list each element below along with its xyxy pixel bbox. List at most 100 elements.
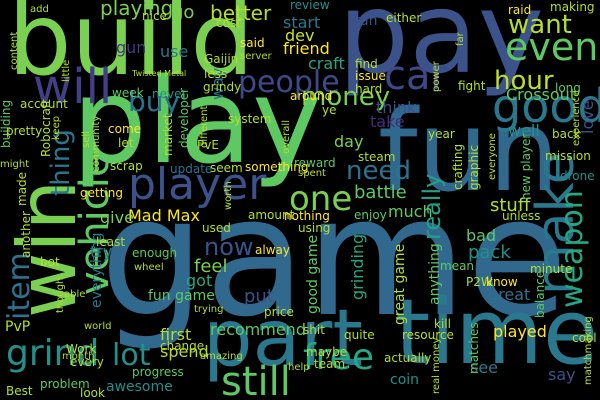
word-able: able <box>64 289 86 300</box>
word-crossout: Crossout <box>506 85 577 104</box>
word-stuff: stuff <box>490 195 531 216</box>
word-good: good <box>492 79 600 133</box>
word-people: people <box>238 65 340 100</box>
word-great: great <box>488 285 531 304</box>
word-might: might <box>0 159 30 170</box>
word-cool: cool <box>572 331 597 345</box>
word-best: Best <box>6 384 33 398</box>
word-quite: quite <box>344 328 375 342</box>
word-day: day <box>334 132 364 151</box>
word-even: even <box>505 25 599 69</box>
word-spent: spent <box>298 168 326 179</box>
word-playing: playing <box>100 0 174 20</box>
word-find: find <box>355 57 378 71</box>
word-item: item <box>2 252 37 320</box>
word-trying: trying <box>194 304 224 315</box>
word-hard: hard <box>355 82 383 96</box>
word-buy: buy <box>128 85 181 118</box>
word-battle: battle <box>354 182 407 203</box>
word-friend: friend <box>283 39 330 58</box>
word-market: market <box>161 113 175 156</box>
word-try: try <box>90 242 113 261</box>
word-review: review <box>290 0 330 12</box>
word-back: back <box>552 127 581 141</box>
word-problem: problem <box>40 377 90 391</box>
word-need: need <box>346 156 411 186</box>
word-cost: cost <box>216 16 241 30</box>
word-better: better <box>210 1 272 25</box>
word-player: player <box>128 159 267 210</box>
word-anything: anything <box>427 243 443 305</box>
word-community: community <box>91 115 102 172</box>
word-good-game: good game <box>305 234 321 314</box>
word-everyone: everyone <box>487 133 498 180</box>
word-enjoy: enjoy <box>354 208 387 222</box>
word-maybe: maybe <box>306 345 348 359</box>
word-pack: pack <box>468 242 511 263</box>
word-change: change <box>160 339 205 353</box>
word-never: never <box>152 87 187 101</box>
word-weapon: weapon <box>555 190 590 308</box>
word-got: got <box>186 271 213 290</box>
word-making: making <box>550 0 595 14</box>
word-game: game <box>100 161 569 353</box>
word-ye: ye <box>322 103 337 117</box>
word-unless: unless <box>502 209 541 223</box>
word-week: week <box>112 86 144 100</box>
word-put: put <box>244 286 274 307</box>
word-recommend: recommend <box>210 320 306 339</box>
word-mad-max: Mad Max <box>128 206 200 225</box>
word-help: help <box>288 362 310 373</box>
word-want: want <box>508 10 572 40</box>
word-seem: seem <box>210 161 243 175</box>
word-team: team <box>314 357 346 371</box>
word-balance: balance <box>533 270 547 318</box>
word-issue: issue <box>355 69 386 83</box>
word-long: long <box>555 81 581 95</box>
word-year: year <box>428 127 455 141</box>
word-let: let <box>118 136 134 150</box>
word-developer: developer <box>177 87 191 148</box>
word-though: though <box>55 277 66 313</box>
word-part: part <box>203 294 363 384</box>
word-go: go <box>172 2 195 23</box>
word-crafting: crafting <box>451 143 465 190</box>
word-coin: coin <box>390 372 420 388</box>
word-well: well <box>508 121 540 140</box>
word-pvp: PvP <box>5 319 31 335</box>
word-twisted-metal: Twisted Metal <box>132 69 187 78</box>
word-overall: overall <box>281 120 292 154</box>
word-fight: fight <box>458 79 486 93</box>
word-far: far <box>455 32 466 46</box>
word-grind: grind <box>6 333 100 374</box>
word-time: time <box>395 280 599 385</box>
word-less: less <box>204 67 228 81</box>
word-fun-game: fun game <box>148 288 215 304</box>
word-hour: hour <box>494 66 554 96</box>
word-steam: steam <box>358 150 396 164</box>
word-work: Work <box>66 342 97 356</box>
word-around: around <box>290 89 333 103</box>
word-will: will <box>33 59 113 115</box>
word-price: price <box>264 305 294 319</box>
word-system: system <box>228 112 272 126</box>
word-feel: feel <box>194 256 228 277</box>
word-wheel: wheel <box>134 262 164 273</box>
word-great-game: great game <box>392 243 408 325</box>
word-world: world <box>84 321 112 332</box>
word-spend: spend <box>160 342 209 361</box>
word-server: server <box>240 51 272 62</box>
word-think: think <box>376 98 417 117</box>
word-grinding: grinding <box>348 233 367 300</box>
word-said: said <box>240 36 265 50</box>
word-shit: shit <box>303 323 325 337</box>
word-month: month <box>62 351 95 362</box>
word-come: come <box>108 122 142 136</box>
word-one: one <box>289 179 353 219</box>
word-pve: PvE <box>197 138 219 152</box>
word-worth: worth <box>223 181 234 210</box>
word-craft: craft <box>308 54 345 73</box>
word-mission: mission <box>545 149 591 163</box>
word-different: different <box>199 105 210 148</box>
word-look: look <box>80 386 105 400</box>
